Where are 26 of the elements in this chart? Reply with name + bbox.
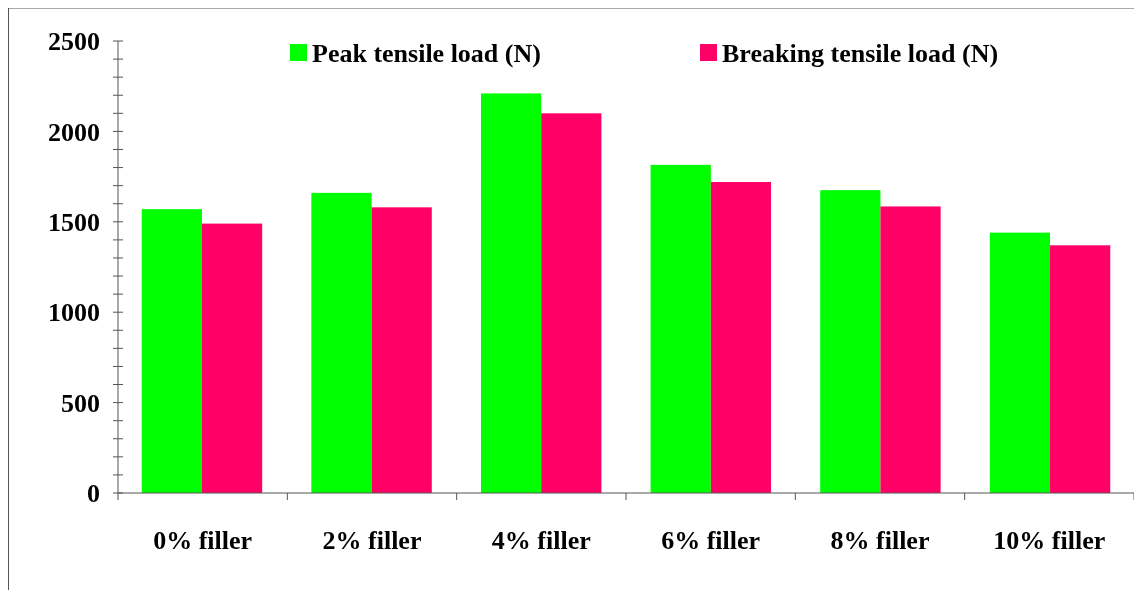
bar [311, 192, 372, 493]
bar [989, 232, 1051, 493]
bar [371, 207, 432, 493]
legend-label: Breaking tensile load (N) [722, 39, 999, 69]
x-tick-label: 2% filler [322, 526, 422, 555]
bar [710, 182, 772, 493]
bar [141, 209, 202, 493]
bar [650, 164, 711, 493]
legend-label: Peak tensile load (N) [312, 39, 541, 69]
bar [1050, 245, 1111, 493]
y-tick-label: 500 [61, 388, 100, 418]
x-tick-label: 6% filler [661, 526, 761, 555]
y-tick-label: 1500 [48, 207, 100, 237]
y-tick-label: 2000 [48, 117, 100, 147]
bar [201, 223, 263, 493]
x-tick-label: 10% filler [993, 526, 1106, 555]
bar [820, 190, 881, 493]
x-tick-label: 8% filler [830, 526, 930, 555]
y-tick-label: 1000 [48, 298, 100, 328]
bar [880, 206, 941, 493]
y-tick-label: 2500 [48, 27, 100, 57]
bar [480, 93, 542, 493]
x-tick-label: 4% filler [491, 526, 591, 555]
bar [541, 113, 602, 493]
x-tick-label: 0% filler [153, 526, 253, 555]
y-tick-label: 0 [87, 479, 100, 509]
